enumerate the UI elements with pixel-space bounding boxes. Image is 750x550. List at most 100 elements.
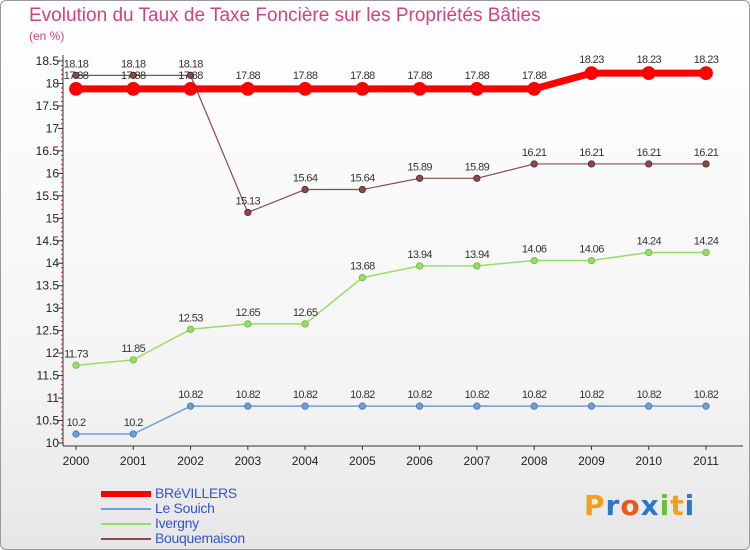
data-label: 10.82 [293, 389, 318, 401]
data-point [587, 402, 596, 410]
y-tick-label: 13 [46, 301, 60, 315]
data-point [530, 160, 538, 168]
y-tick-label: 11.5 [37, 369, 60, 383]
data-label: 10.82 [636, 389, 661, 401]
data-label: 13.94 [465, 249, 490, 261]
data-point [129, 356, 137, 364]
data-label: 17.88 [465, 70, 490, 82]
data-label: 18.18 [121, 58, 146, 70]
data-label: 10.82 [579, 389, 604, 401]
data-label: 18.23 [694, 54, 719, 66]
data-point [240, 81, 255, 96]
data-label: 14.06 [522, 244, 547, 256]
data-label: 15.64 [350, 173, 375, 185]
data-point [301, 185, 309, 194]
data-point [244, 320, 252, 328]
data-point [641, 66, 656, 81]
data-label: 17.88 [64, 70, 89, 82]
chart-unit: (en %) [29, 29, 65, 43]
x-tick-label: 2006 [406, 454, 433, 468]
data-point [702, 160, 710, 168]
y-tick-label: 10.5 [36, 414, 60, 428]
data-label: 10.82 [236, 389, 261, 401]
data-point [301, 402, 309, 410]
data-point [416, 262, 424, 270]
data-point [358, 402, 366, 410]
data-point [183, 81, 198, 96]
data-label: 18.23 [579, 54, 604, 66]
data-label: 10.2 [124, 417, 143, 429]
x-tick-label: 2002 [177, 454, 204, 468]
series-1 [72, 402, 710, 438]
y-tick-label: 17.5 [36, 99, 60, 113]
data-point [72, 361, 80, 369]
data-point [416, 402, 424, 410]
data-label: 14.06 [579, 244, 604, 256]
y-tick-label: 13.5 [36, 279, 60, 293]
series-line [76, 405, 706, 435]
data-label: 11.85 [121, 343, 145, 355]
data-label: 12.65 [236, 307, 261, 319]
data-point [129, 430, 137, 438]
data-point [298, 81, 312, 96]
series-3 [72, 71, 710, 217]
data-label: 15.64 [293, 173, 318, 185]
data-point [129, 71, 137, 79]
data-point [244, 208, 252, 217]
y-tick-label: 14 [46, 256, 60, 270]
y-tick-label: 14.5 [36, 234, 60, 248]
y-tick-label: 17 [46, 121, 60, 135]
legend-label: Bouquemaison [155, 530, 245, 546]
x-tick-label: 2010 [635, 454, 662, 468]
data-label: 12.65 [293, 307, 318, 319]
x-tick-label: 2004 [292, 454, 319, 468]
data-point [186, 402, 195, 410]
logo-letter: P [584, 489, 606, 522]
data-label: 17.88 [121, 70, 146, 82]
data-point [301, 320, 309, 328]
y-tick-label: 12.5 [36, 324, 60, 338]
data-point [645, 248, 653, 257]
data-label: 17.88 [293, 70, 318, 82]
data-point [702, 402, 710, 410]
data-label: 17.88 [236, 70, 261, 82]
data-label: 17.88 [522, 70, 547, 82]
y-tick-label: 18 [46, 76, 60, 90]
y-tick-label: 18.5 [36, 54, 60, 68]
data-label: 13.94 [407, 249, 432, 261]
series-0 [69, 66, 713, 96]
legend-label: Le Souich [155, 500, 215, 516]
data-label: 16.21 [694, 147, 719, 159]
data-point [645, 402, 653, 410]
data-label: 10.82 [694, 389, 719, 401]
x-tick-label: 2009 [578, 454, 605, 468]
series-line [76, 69, 706, 93]
y-tick-label: 15 [46, 211, 60, 225]
logo-letter: i [659, 489, 671, 522]
data-label: 16.21 [579, 147, 604, 159]
logo-letter: i [684, 489, 696, 522]
data-point [530, 256, 538, 265]
legend-swatch [101, 508, 151, 510]
data-label: 18.18 [64, 58, 89, 70]
data-label: 12.53 [178, 312, 203, 324]
series-line [76, 74, 706, 214]
data-point [358, 274, 366, 282]
data-label: 11.73 [64, 348, 88, 360]
series-line [75, 251, 706, 366]
legend-label: Ivergny [155, 515, 199, 531]
y-tick-label: 11 [47, 391, 60, 405]
data-point [530, 402, 538, 410]
y-tick-label: 10 [46, 436, 60, 450]
series-2 [72, 248, 710, 369]
data-label: 10.82 [178, 389, 203, 401]
data-label: 10.82 [407, 389, 432, 401]
data-point [358, 185, 366, 194]
data-label: 15.13 [236, 195, 261, 207]
data-label: 18.23 [636, 54, 661, 66]
y-tick-label: 16 [46, 166, 60, 180]
data-label: 18.18 [178, 58, 203, 70]
data-label: 10.2 [66, 417, 85, 429]
